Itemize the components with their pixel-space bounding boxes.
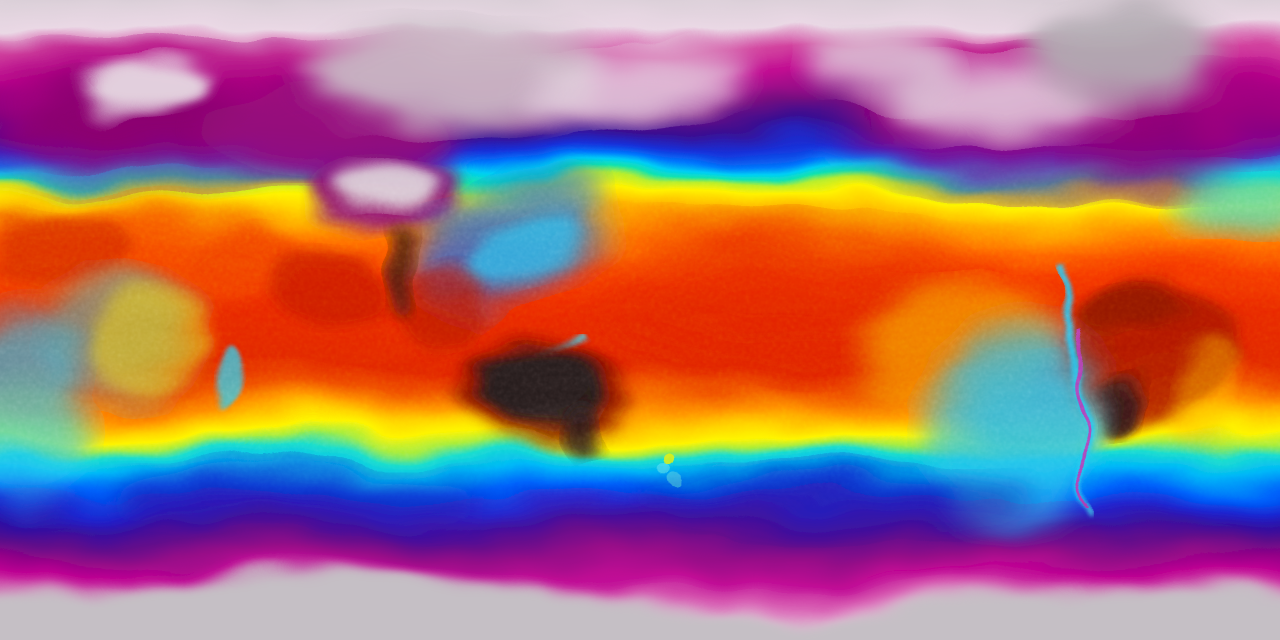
temperature-raster	[0, 0, 1280, 640]
global-temperature-map	[0, 0, 1280, 640]
flow-streak-texture	[0, 0, 1280, 640]
